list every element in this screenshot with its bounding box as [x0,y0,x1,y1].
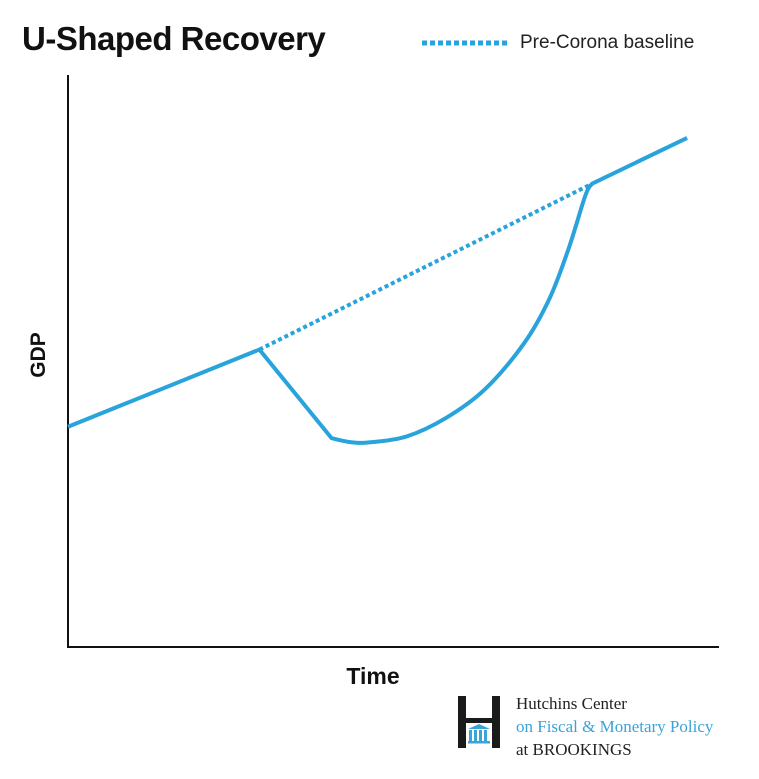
series-line-pre-corona-baseline [258,181,593,352]
brookings-hutchins-logo: Hutchins Center on Fiscal & Monetary Pol… [456,692,736,759]
chart-title: U-Shaped Recovery [22,20,326,57]
legend-label-baseline: Pre-Corona baseline [520,32,695,53]
legend-dotted-swatch [422,40,508,46]
y-axis-label: GDP [27,332,50,378]
series-line-gdp [67,136,688,445]
x-axis-label: Time [346,663,399,689]
logo-text-fiscal-monetary: on Fiscal & Monetary Policy [516,717,714,736]
logo-text-hutchins-center: Hutchins Center [516,694,627,713]
logo-text-brookings: at BROOKINGS [516,740,632,759]
hutchins-logo-icon [458,696,500,748]
